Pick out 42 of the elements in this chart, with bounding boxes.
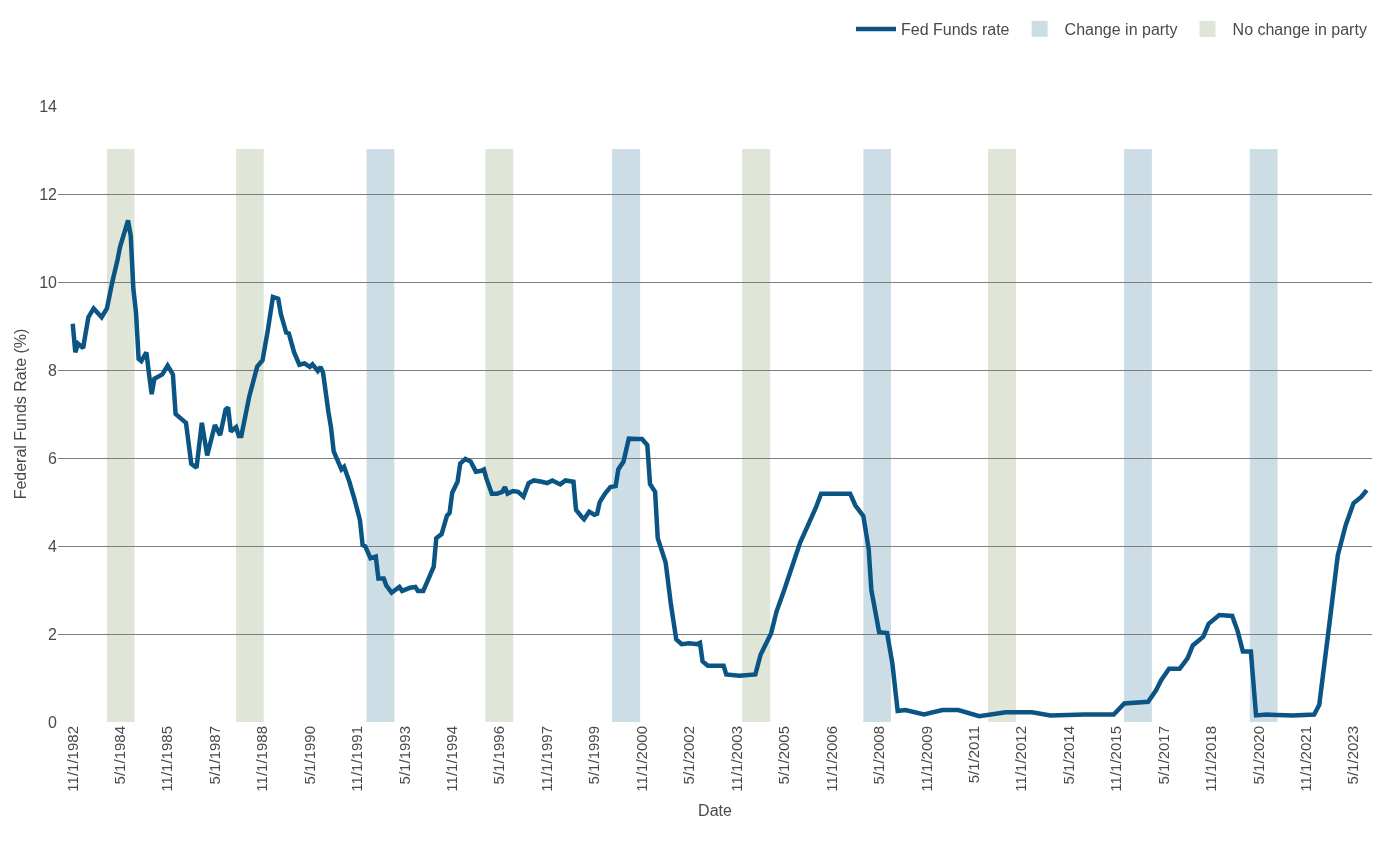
x-tick-label: 11/1/1982: [63, 726, 81, 792]
y-tick-label: 10: [39, 273, 58, 291]
x-tick-label: 5/1/2005: [775, 726, 793, 785]
x-tick-label: 11/1/2021: [1297, 726, 1315, 792]
x-tick-label: 5/1/2014: [1059, 726, 1077, 785]
line-series: [70, 218, 1369, 719]
legend-label: Change in party: [1064, 21, 1178, 39]
x-tick-label: 5/1/1993: [395, 726, 413, 785]
x-tick-label: 11/1/2003: [727, 726, 745, 792]
x-tick-label: 5/1/2008: [870, 726, 888, 785]
y-tick-label: 2: [48, 625, 58, 643]
x-tick-label: 5/1/1990: [300, 726, 318, 785]
x-tick-label: 11/1/2006: [822, 726, 840, 792]
x-tick-label: 11/1/1994: [443, 726, 461, 792]
y-tick-label: 12: [39, 185, 58, 203]
y-tick-label: 4: [48, 537, 58, 555]
x-tick-label: 11/1/1988: [253, 726, 271, 792]
legend-label: Fed Funds rate: [901, 21, 1010, 39]
x-tick-label: 11/1/1985: [158, 726, 176, 792]
x-tick-label: 11/1/2012: [1012, 726, 1030, 792]
x-tick-label: 5/1/2011: [964, 726, 982, 784]
x-tick-label: 5/1/1999: [585, 726, 603, 785]
x-tick-label: 5/1/2023: [1344, 726, 1362, 785]
y-tick-label: 0: [48, 713, 58, 731]
x-tick-label: 5/1/1984: [110, 726, 128, 785]
y-tick-label: 14: [39, 97, 58, 115]
x-tick-label: 11/1/1997: [538, 726, 556, 792]
x-tick-label: 11/1/2018: [1202, 726, 1220, 792]
x-tick-label: 5/1/1996: [490, 726, 508, 785]
y-tick-label: 6: [48, 449, 58, 467]
x-tick-label: 5/1/2017: [1154, 726, 1172, 785]
x-tick-label: 5/1/2002: [680, 726, 698, 785]
x-tick-label: 5/1/2020: [1249, 726, 1267, 785]
x-tick-label: 11/1/2000: [632, 726, 650, 792]
x-tick-label: 11/1/2015: [1107, 726, 1125, 792]
y-axis-title: Federal Funds Rate (%): [12, 328, 30, 500]
legend-label: No change in party: [1232, 21, 1367, 39]
y-tick-label: 8: [48, 361, 58, 379]
x-tick-label: 5/1/1987: [205, 726, 223, 785]
x-tick-label: 11/1/1991: [348, 726, 366, 792]
x-axis-title: Date: [698, 802, 732, 820]
x-tick-label: 11/1/2009: [917, 726, 935, 792]
